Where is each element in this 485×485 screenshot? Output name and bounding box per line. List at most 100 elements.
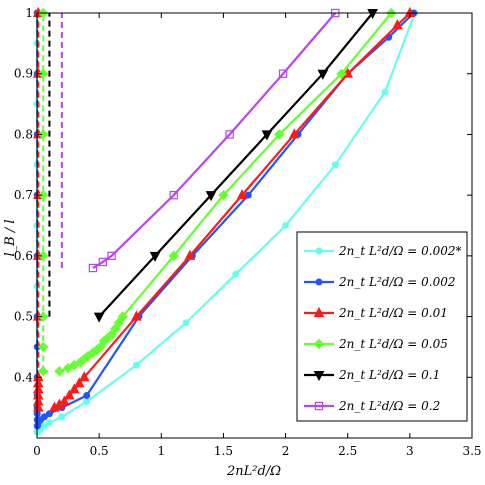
series-3-point-11 — [106, 329, 117, 340]
series-3-vertical-point-3 — [38, 250, 49, 262]
legend-label-0: 2n_t L²d/Ω = 0.002* — [338, 244, 462, 258]
legend-marker-1 — [315, 278, 323, 286]
series-4-branch-line — [98, 12, 374, 318]
series-5-point-3 — [169, 190, 178, 200]
series-0-point-9 — [282, 222, 290, 229]
series-0-point-10 — [331, 161, 339, 169]
legend-entry-3: 2n_t L²d/Ω = 0.05 — [304, 337, 448, 351]
legend-entry-5: 2n_t L²d/Ω = 0.2 — [304, 399, 440, 413]
series-0-point-7 — [182, 319, 190, 327]
y-tick-label-4: 0.8 — [14, 127, 33, 141]
series-1-point-3 — [40, 413, 48, 421]
legend-marker-3 — [313, 338, 325, 350]
series-5-point-5 — [278, 69, 288, 78]
y-tick-label-0: 0.4 — [14, 370, 33, 384]
series-3-point-0 — [54, 366, 65, 377]
series-3-point-8 — [95, 341, 106, 353]
x-tick-label-5: 2.5 — [338, 444, 357, 458]
legend: 2n_t L²d/Ω = 0.002* 2n_t L²d/Ω = 0.002 2n_… — [296, 231, 468, 422]
series-2-vertical-point-1 — [32, 395, 44, 406]
series-2-point-8 — [184, 249, 196, 260]
series-2-point-3 — [63, 389, 75, 400]
series-3-vertical-point-1 — [38, 341, 49, 353]
series-0-point-3 — [45, 419, 53, 427]
series-3-point-18 — [336, 68, 347, 79]
series-4 — [48, 9, 378, 323]
y-tick-label-2: 0.6 — [14, 249, 33, 263]
series-3-vertical-point-0 — [38, 366, 49, 377]
series-2-point-4 — [68, 383, 80, 394]
series-0-point-8 — [232, 270, 240, 278]
series-0-point-6 — [132, 361, 140, 369]
series-5-point-4 — [225, 130, 234, 139]
legend-marker-0 — [315, 247, 323, 255]
series-5-point-2 — [107, 251, 116, 261]
y-axis-label: l_B / l — [3, 219, 18, 256]
legend-entry-0: 2n_t L²d/Ω = 0.002* — [304, 244, 462, 258]
series-2-point-10 — [288, 128, 300, 139]
series-1-point-4 — [45, 410, 53, 418]
x-tick-label-1: 0.5 — [90, 444, 109, 458]
legend-label-4: 2n_t L²d/Ω = 0.1 — [338, 368, 440, 382]
legend-marker-5 — [314, 401, 324, 411]
series-3-point-13 — [113, 317, 125, 328]
series-3-vertical-point-6 — [38, 68, 49, 79]
series-3-vertical-point-2 — [38, 311, 49, 322]
series-2 — [32, 6, 416, 412]
legend-entry-4: 2n_t L²d/Ω = 0.1 — [304, 368, 440, 382]
series-0-point-2 — [40, 422, 48, 430]
x-axis-label: 2nL²d/Ω — [226, 464, 281, 479]
legend-entry-1: 2n_t L²d/Ω = 0.002 — [304, 275, 456, 289]
series-2-point-7 — [131, 310, 142, 321]
series-3-point-12 — [110, 323, 121, 334]
series-1-point-9 — [244, 191, 252, 199]
series-2-point-2 — [59, 395, 70, 406]
series-3-vertical-point-5 — [38, 129, 49, 140]
series-2-vertical-point-2 — [32, 389, 44, 400]
series-2-vertical-point-5 — [32, 371, 44, 382]
series-3-point-15 — [168, 250, 179, 262]
series-2-vertical-point-4 — [32, 377, 44, 388]
series-4-point-5 — [367, 9, 378, 20]
x-tick-label-3: 1.5 — [214, 444, 233, 458]
series-2-point-9 — [236, 189, 248, 200]
series-5-point-0 — [88, 263, 98, 273]
legend-label-1: 2n_t L²d/Ω = 0.002 — [338, 275, 456, 289]
ticks-layer: 0 0.5 1 1.5 2 2.5 3 3.5 0.4 0.5 0.6 0.7 0.8 0.9 1 — [14, 6, 482, 458]
x-tick-label-4: 2 — [282, 444, 290, 458]
y-tick-label-6: 1 — [25, 6, 33, 20]
series-3-point-14 — [117, 311, 128, 322]
legend-label-5: 2n_t L²d/Ω = 0.2 — [338, 399, 440, 413]
series-3-point-16 — [218, 189, 229, 201]
series-4-point-4 — [317, 69, 329, 80]
series-3-point-17 — [274, 129, 285, 140]
series-2-point-6 — [78, 371, 90, 382]
series-0-point-11 — [381, 88, 389, 96]
series-4-point-1 — [149, 251, 161, 262]
series-5-branch-line — [92, 12, 337, 269]
legend-label-2: 2n_t L²d/Ω = 0.01 — [338, 306, 448, 320]
x-tick-label-6: 3 — [406, 444, 414, 458]
legend-marker-2 — [313, 306, 325, 317]
series-5-point-1 — [98, 257, 108, 267]
series-3-vertical-point-4 — [38, 189, 49, 201]
series-4-point-3 — [261, 130, 273, 141]
legend-entry-2: 2n_t L²d/Ω = 0.01 — [304, 306, 448, 320]
series-4-point-2 — [205, 191, 217, 202]
series-2-point-12 — [392, 19, 403, 30]
legend-marker-4 — [313, 371, 325, 382]
series-2-vertical-point-0 — [32, 401, 44, 412]
legend-label-3: 2n_t L²d/Ω = 0.05 — [338, 337, 448, 351]
series-2-vertical-point-3 — [32, 383, 44, 394]
y-tick-label-1: 0.5 — [14, 310, 33, 324]
x-tick-label-2: 1 — [157, 444, 165, 458]
x-tick-label-0: 0 — [33, 444, 41, 458]
y-tick-label-5: 0.9 — [14, 67, 33, 81]
series-1-point-6 — [83, 392, 91, 399]
y-tick-label-3: 0.7 — [14, 188, 33, 202]
legend-box — [296, 231, 468, 422]
series-4-point-0 — [93, 312, 105, 323]
series-0-point-5 — [83, 398, 91, 406]
series-2-point-5 — [73, 377, 85, 388]
